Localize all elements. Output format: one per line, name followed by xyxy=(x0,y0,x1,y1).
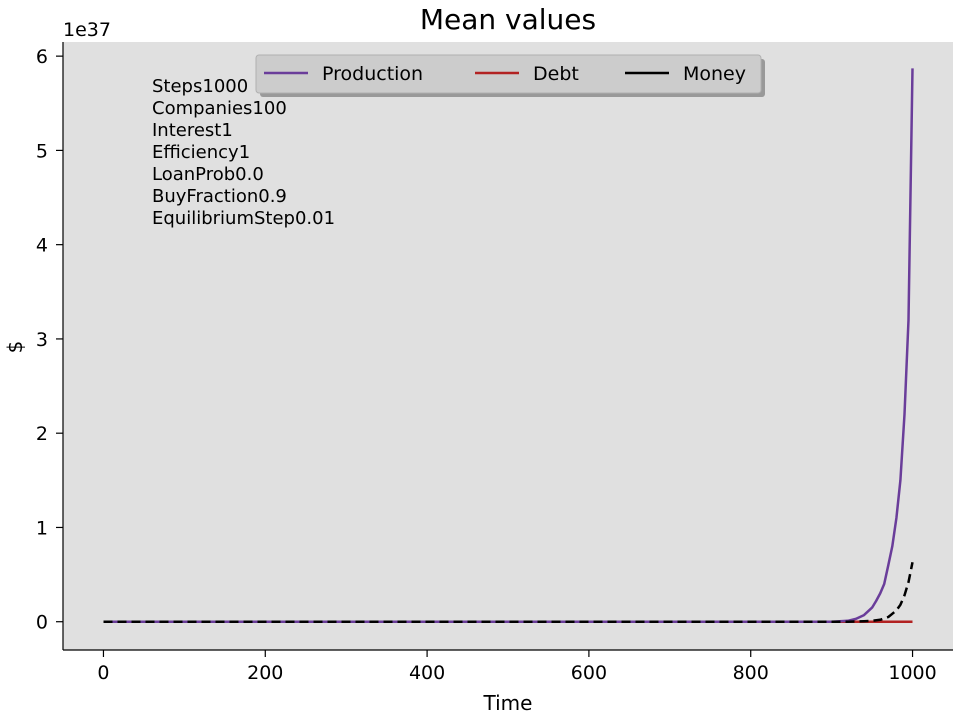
x-tick-label: 1000 xyxy=(888,662,936,684)
legend: Production Debt Money xyxy=(255,54,765,97)
annotation-line: Steps1000 xyxy=(152,76,248,97)
y-tick-label: 4 xyxy=(36,235,48,257)
x-axis-label: Time xyxy=(483,691,533,715)
annotation-line: Efficiency1 xyxy=(152,142,250,163)
y-tick-label: 6 xyxy=(36,46,48,68)
y-tick-label: 0 xyxy=(36,612,48,634)
series-line-money xyxy=(103,562,914,623)
annotation-line: Interest1 xyxy=(152,120,233,141)
series-line-production xyxy=(103,68,914,623)
annotation-line: LoanProb0.0 xyxy=(152,164,264,185)
legend-label-money: Money xyxy=(683,63,746,85)
y-axis-label: $ xyxy=(3,341,27,354)
parameter-annotations: Steps1000Companies100Interest1Efficiency… xyxy=(152,76,335,229)
y-tick-label: 5 xyxy=(36,140,48,162)
legend-label-debt: Debt xyxy=(533,63,579,85)
x-tick-label: 400 xyxy=(409,662,445,684)
y-tick-label: 2 xyxy=(36,423,48,445)
x-tick-label: 800 xyxy=(733,662,769,684)
x-tick-label: 600 xyxy=(571,662,607,684)
legend-label-production: Production xyxy=(322,63,423,85)
y-tick-label: 1 xyxy=(36,517,48,539)
annotation-line: EquilibriumStep0.01 xyxy=(152,208,335,229)
plot-area xyxy=(63,42,953,650)
ticks-layer: 0 200 400 600 800 1000 0 1 2 3 4 5 6 xyxy=(36,46,937,684)
annotation-line: Companies100 xyxy=(152,98,287,119)
series-layer xyxy=(103,68,914,623)
annotation-line: BuyFraction0.9 xyxy=(152,186,287,207)
x-tick-label: 200 xyxy=(247,662,283,684)
y-axis-offset-label: 1e37 xyxy=(63,19,111,41)
x-tick-label: 0 xyxy=(97,662,109,684)
y-tick-label: 3 xyxy=(36,329,48,351)
chart-title: Mean values xyxy=(420,3,596,36)
